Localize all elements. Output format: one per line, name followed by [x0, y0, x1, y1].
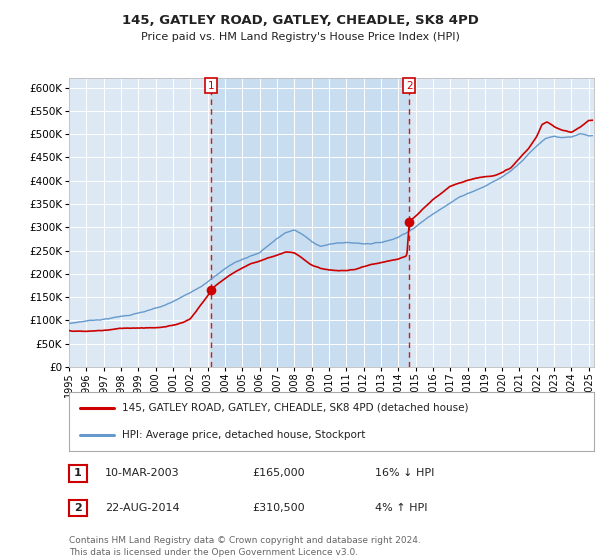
Text: 2: 2 — [406, 81, 413, 91]
Text: HPI: Average price, detached house, Stockport: HPI: Average price, detached house, Stoc… — [121, 430, 365, 440]
Text: 22-AUG-2014: 22-AUG-2014 — [105, 503, 179, 513]
Text: £310,500: £310,500 — [252, 503, 305, 513]
Text: Contains HM Land Registry data © Crown copyright and database right 2024.
This d: Contains HM Land Registry data © Crown c… — [69, 536, 421, 557]
Text: 2: 2 — [74, 503, 82, 513]
Text: 16% ↓ HPI: 16% ↓ HPI — [375, 468, 434, 478]
Text: 1: 1 — [74, 468, 82, 478]
Text: 1: 1 — [208, 81, 214, 91]
Text: 145, GATLEY ROAD, GATLEY, CHEADLE, SK8 4PD (detached house): 145, GATLEY ROAD, GATLEY, CHEADLE, SK8 4… — [121, 403, 468, 413]
Text: Price paid vs. HM Land Registry's House Price Index (HPI): Price paid vs. HM Land Registry's House … — [140, 32, 460, 43]
Text: £165,000: £165,000 — [252, 468, 305, 478]
Text: 10-MAR-2003: 10-MAR-2003 — [105, 468, 179, 478]
Text: 145, GATLEY ROAD, GATLEY, CHEADLE, SK8 4PD: 145, GATLEY ROAD, GATLEY, CHEADLE, SK8 4… — [122, 14, 478, 27]
Text: 4% ↑ HPI: 4% ↑ HPI — [375, 503, 427, 513]
Bar — [211, 78, 409, 367]
